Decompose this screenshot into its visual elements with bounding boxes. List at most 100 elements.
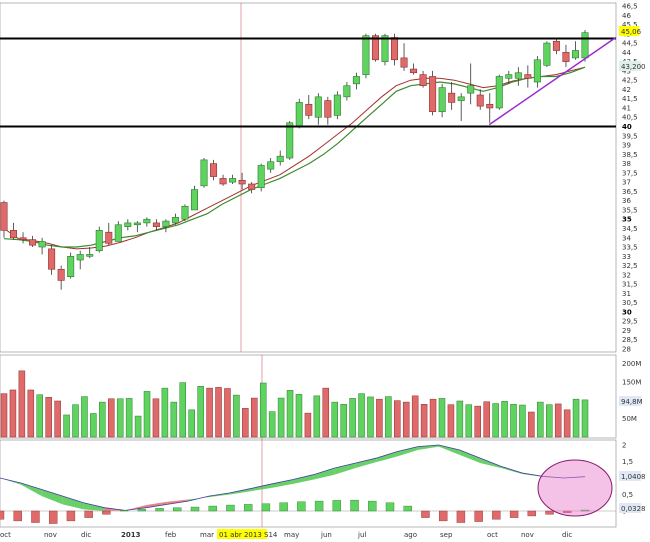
candle-up <box>457 96 465 101</box>
macd-fill-positive <box>396 446 418 457</box>
candle-down <box>105 231 113 244</box>
volume-bars <box>0 370 589 438</box>
price-tick-label: 44,5 <box>622 40 638 48</box>
volume-bar-down <box>215 387 222 438</box>
volume-bar-up <box>161 387 169 438</box>
candle-down <box>10 230 18 239</box>
volume-bar-down <box>304 412 312 438</box>
price-tick-label: 36,5 <box>622 188 638 196</box>
volume-bar-up <box>358 393 365 438</box>
volume-bar-up <box>510 404 517 438</box>
macd-fill-negative <box>125 505 147 511</box>
volume-bar-up <box>501 401 508 438</box>
macd-fill-positive <box>62 496 84 510</box>
macd-fill-negative <box>167 499 189 505</box>
volume-bar-up <box>313 395 321 438</box>
price-tick-label: 29 <box>622 327 631 335</box>
volume-bar-down <box>447 404 455 438</box>
macd-histogram-up <box>297 501 306 512</box>
macd-histogram-down <box>492 510 501 520</box>
candle-down <box>419 74 427 87</box>
candle-down <box>552 40 560 51</box>
macd-fill-positive <box>250 483 272 492</box>
price-tick-label: 42,5 <box>622 77 638 85</box>
candle-down <box>19 237 27 240</box>
candle-down <box>324 100 332 118</box>
price-tick-label: 37,5 <box>622 169 638 177</box>
time-tick-label: may <box>284 531 299 539</box>
volume-bar-up <box>116 398 124 438</box>
volume-bar-down <box>27 389 35 438</box>
time-tick-label: dic <box>81 531 91 539</box>
candle-up <box>295 102 303 127</box>
time-tick-label: nov <box>44 531 57 539</box>
candle-up <box>181 205 189 220</box>
candle-down <box>486 103 494 109</box>
price-tick-label: 38 <box>622 160 631 168</box>
macd-fill-positive <box>20 482 42 497</box>
price-tick-label: 29,5 <box>622 318 638 326</box>
macd-fill-positive <box>41 489 63 505</box>
volume-bar-down <box>528 411 535 438</box>
macd-histogram-up <box>332 500 342 512</box>
candle-up <box>171 217 179 224</box>
time-tick-label: feb <box>165 531 177 539</box>
volume-bar-down <box>242 408 249 438</box>
last-price-label: 45,06 <box>621 28 642 36</box>
volume-bar-up <box>277 397 285 438</box>
macd-histogram-down <box>84 510 93 518</box>
candle-up <box>86 254 94 257</box>
candle-up <box>200 159 208 187</box>
highlight-ellipse <box>537 459 613 517</box>
volume-bar-down <box>54 400 61 438</box>
volume-value-label: 94,8M <box>621 398 643 406</box>
volume-bar-up <box>36 394 44 438</box>
macd-fill-positive <box>313 468 335 480</box>
time-tick-label: mar <box>200 531 214 539</box>
volume-axis: 50M 150M 200M <box>622 360 641 423</box>
price-tick-label: 35,5 <box>622 206 638 214</box>
candle-up <box>514 72 522 79</box>
candle-up <box>276 155 284 163</box>
macd-histogram-up <box>226 504 235 512</box>
volume-bar-down <box>411 395 419 438</box>
candle-up <box>438 87 446 112</box>
time-tick-label: oct <box>0 531 11 539</box>
price-tick-label: 42 <box>622 86 631 94</box>
candle-up <box>162 220 170 227</box>
volume-bar-down <box>224 388 231 438</box>
macd-histogram-up <box>350 499 359 512</box>
price-tick-label: 32,5 <box>622 262 638 270</box>
macd-histogram-down <box>527 510 537 517</box>
volume-bar-down <box>376 398 383 438</box>
macd-histogram-up <box>190 506 200 512</box>
price-tick-label: 38,5 <box>622 151 638 159</box>
candle-down <box>305 103 313 116</box>
candle-down <box>371 35 379 61</box>
candle-down <box>524 74 532 79</box>
macd-tick-label: 2 <box>622 442 626 450</box>
macd-fill-negative <box>146 501 168 508</box>
candle-up <box>257 165 265 188</box>
volume-bar-down <box>18 370 26 438</box>
macd-histogram-up <box>173 507 182 512</box>
volume-bar-down <box>152 398 160 438</box>
candle-up <box>343 85 351 98</box>
volume-bar-up <box>349 398 356 438</box>
volume-tick-label: 200M <box>622 360 641 368</box>
candle-up <box>38 241 46 248</box>
time-tick-label: ago <box>404 531 417 539</box>
time-tick-label: sep <box>440 531 453 539</box>
volume-bar-up <box>179 382 187 438</box>
volume-bar-down <box>251 397 258 438</box>
candle-down <box>57 268 65 281</box>
price-tick-label: 34 <box>622 234 631 242</box>
candle-down <box>219 178 227 185</box>
volume-bar-up <box>63 414 70 438</box>
macd-histogram-up <box>208 505 217 512</box>
volume-bar-down <box>45 397 52 438</box>
price-tick-label: 31 <box>622 290 631 298</box>
macd-line-value: 1,0408 <box>621 473 646 481</box>
